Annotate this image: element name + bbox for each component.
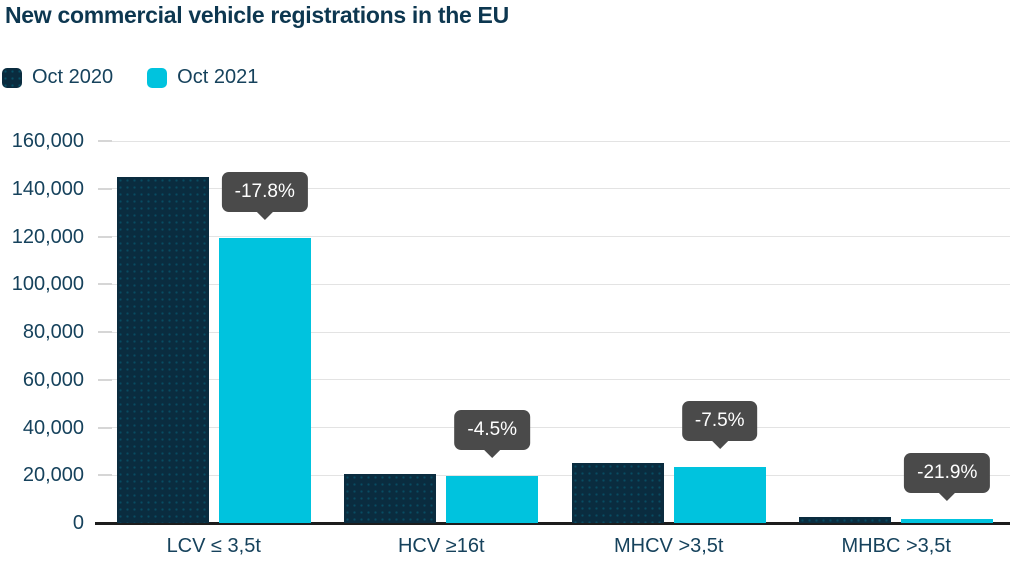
gridline: [112, 379, 1010, 381]
bar-oct-2020-hcv-16t[interactable]: [344, 473, 437, 523]
legend-swatch-oct-2021: [147, 67, 168, 88]
y-axis-tick-label: 0: [72, 512, 84, 534]
chart-title: New commercial vehicle registrations in …: [5, 2, 509, 28]
change-tooltip-lcv-3-5t: -17.8%: [221, 172, 308, 213]
y-axis-tick: [98, 187, 112, 190]
y-axis-tick-label: 80,000: [22, 321, 84, 343]
gridline: [112, 427, 1010, 428]
y-axis-tick-label: 160,000: [11, 130, 84, 152]
legend-item-oct-2020[interactable]: Oct 2020: [2, 66, 113, 89]
x-axis-category-label: LCV ≤ 3,5t: [166, 535, 261, 557]
legend: Oct 2020 Oct 2021: [2, 66, 258, 89]
y-axis-tick: [98, 331, 112, 333]
legend-swatch-oct-2020: [2, 67, 22, 88]
y-axis-tick: [98, 426, 112, 429]
y-axis-tick: [98, 378, 112, 381]
legend-label-oct-2021: Oct 2021: [177, 66, 259, 88]
y-axis-tick-label: 140,000: [11, 177, 84, 200]
change-tooltip-mhcv-3-5t: -7.5%: [681, 401, 758, 442]
legend-label-oct-2020: Oct 2020: [32, 66, 114, 88]
y-axis-tick-label: 40,000: [22, 416, 84, 439]
y-axis-tick: [98, 474, 112, 477]
x-axis-line: [95, 522, 1010, 525]
gridline: [112, 474, 1010, 476]
bar-oct-2021-mhbc-3-5t[interactable]: [901, 518, 994, 523]
y-axis-tick: [98, 140, 112, 142]
bar-oct-2020-lcv-3-5t[interactable]: [116, 176, 209, 523]
bar-oct-2021-lcv-3-5t[interactable]: [218, 238, 311, 523]
gridline: [112, 283, 1010, 285]
y-axis-tick: [98, 283, 112, 286]
y-axis-tick-label: 60,000: [22, 368, 84, 391]
bar-oct-2020-mhbc-3-5t[interactable]: [799, 517, 892, 523]
x-axis-category-label: HCV ≥16t: [397, 535, 485, 557]
y-axis-tick-label: 20,000: [22, 464, 84, 487]
gridline: [112, 188, 1010, 190]
change-tooltip-hcv-16t: -4.5%: [454, 409, 531, 450]
y-axis-tick-label: 120,000: [11, 225, 84, 248]
bar-oct-2020-mhcv-3-5t[interactable]: [571, 462, 664, 523]
y-axis-tick: [98, 235, 112, 238]
x-axis-category-label: MHCV >3,5t: [614, 535, 724, 557]
bar-oct-2021-mhcv-3-5t[interactable]: [673, 467, 766, 523]
bar-oct-2021-hcv-16t[interactable]: [446, 475, 539, 523]
gridline: [112, 331, 1010, 333]
change-tooltip-mhbc-3-5t: -21.9%: [904, 452, 991, 493]
gridline: [112, 236, 1010, 237]
x-axis-category-label: MHBC >3,5t: [841, 535, 951, 557]
y-axis-tick-label: 100,000: [11, 273, 84, 296]
gridline: [112, 140, 1010, 142]
legend-item-oct-2021[interactable]: Oct 2021: [147, 66, 258, 89]
